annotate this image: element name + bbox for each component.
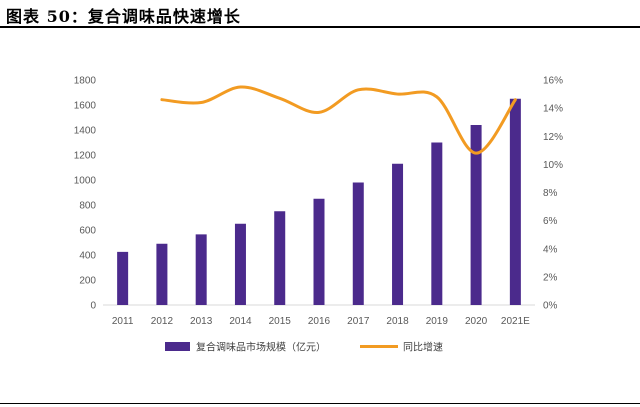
y-left-tick-label: 1400 <box>74 126 97 137</box>
y-right-tick-label: 14% <box>543 104 563 115</box>
x-tick-label: 2012 <box>151 316 174 327</box>
legend-bar-label: 复合调味品市场规模（亿元） <box>196 341 326 354</box>
bar <box>470 125 482 305</box>
bar <box>117 251 129 305</box>
legend: 复合调味品市场规模（亿元） 同比增速 <box>165 341 443 354</box>
legend-line-label: 同比增速 <box>403 341 443 354</box>
y-right-tick-label: 16% <box>543 76 563 87</box>
bar <box>431 142 443 305</box>
legend-bar-swatch <box>165 342 190 351</box>
x-tick-label: 2019 <box>426 316 449 327</box>
y-left-tick-label: 1800 <box>74 76 97 87</box>
y-right-tick-label: 6% <box>543 216 558 227</box>
y-left-tick-label: 600 <box>79 226 96 237</box>
tick-labels: 0 200 400 600 800 1000 1200 1400 1600 1800 0% 2% 4% 6… <box>74 76 563 328</box>
bar <box>509 98 521 305</box>
x-tick-label: 2016 <box>308 316 331 327</box>
x-tick-label: 2018 <box>386 316 409 327</box>
bar <box>392 163 404 305</box>
y-right-tick-label: 10% <box>543 160 563 171</box>
line-series <box>160 85 517 155</box>
bar-series <box>117 98 521 305</box>
bar <box>352 182 364 305</box>
x-tick-label: 2021E <box>501 316 530 327</box>
y-left-tick-label: 400 <box>79 251 96 262</box>
y-left-tick-label: 1000 <box>74 176 97 187</box>
bar <box>195 234 207 305</box>
bar <box>156 243 168 305</box>
title-rule <box>0 26 640 28</box>
y-left-tick-label: 0 <box>90 301 96 312</box>
y-right-tick-label: 4% <box>543 244 558 255</box>
figure-title: 图表 50：复合调味品快速增长 <box>6 7 241 26</box>
y-left-tick-label: 800 <box>79 201 96 212</box>
y-right-tick-label: 8% <box>543 188 558 199</box>
y-right-tick-label: 0% <box>543 301 558 312</box>
x-tick-label: 2020 <box>465 316 488 327</box>
y-left-tick-label: 1600 <box>74 101 97 112</box>
y-left-tick-label: 1200 <box>74 151 97 162</box>
x-tick-label: 2015 <box>269 316 292 327</box>
bar <box>234 223 246 305</box>
bar <box>313 198 325 305</box>
growth-line <box>160 85 517 155</box>
x-tick-label: 2017 <box>347 316 370 327</box>
y-right-tick-label: 2% <box>543 272 558 283</box>
x-tick-label: 2011 <box>112 316 134 327</box>
y-left-tick-label: 200 <box>79 276 96 287</box>
footer-rule <box>0 403 640 404</box>
bar <box>274 211 286 305</box>
y-right-tick-label: 12% <box>543 132 563 143</box>
x-tick-label: 2013 <box>190 316 213 327</box>
x-tick-label: 2014 <box>229 316 252 327</box>
